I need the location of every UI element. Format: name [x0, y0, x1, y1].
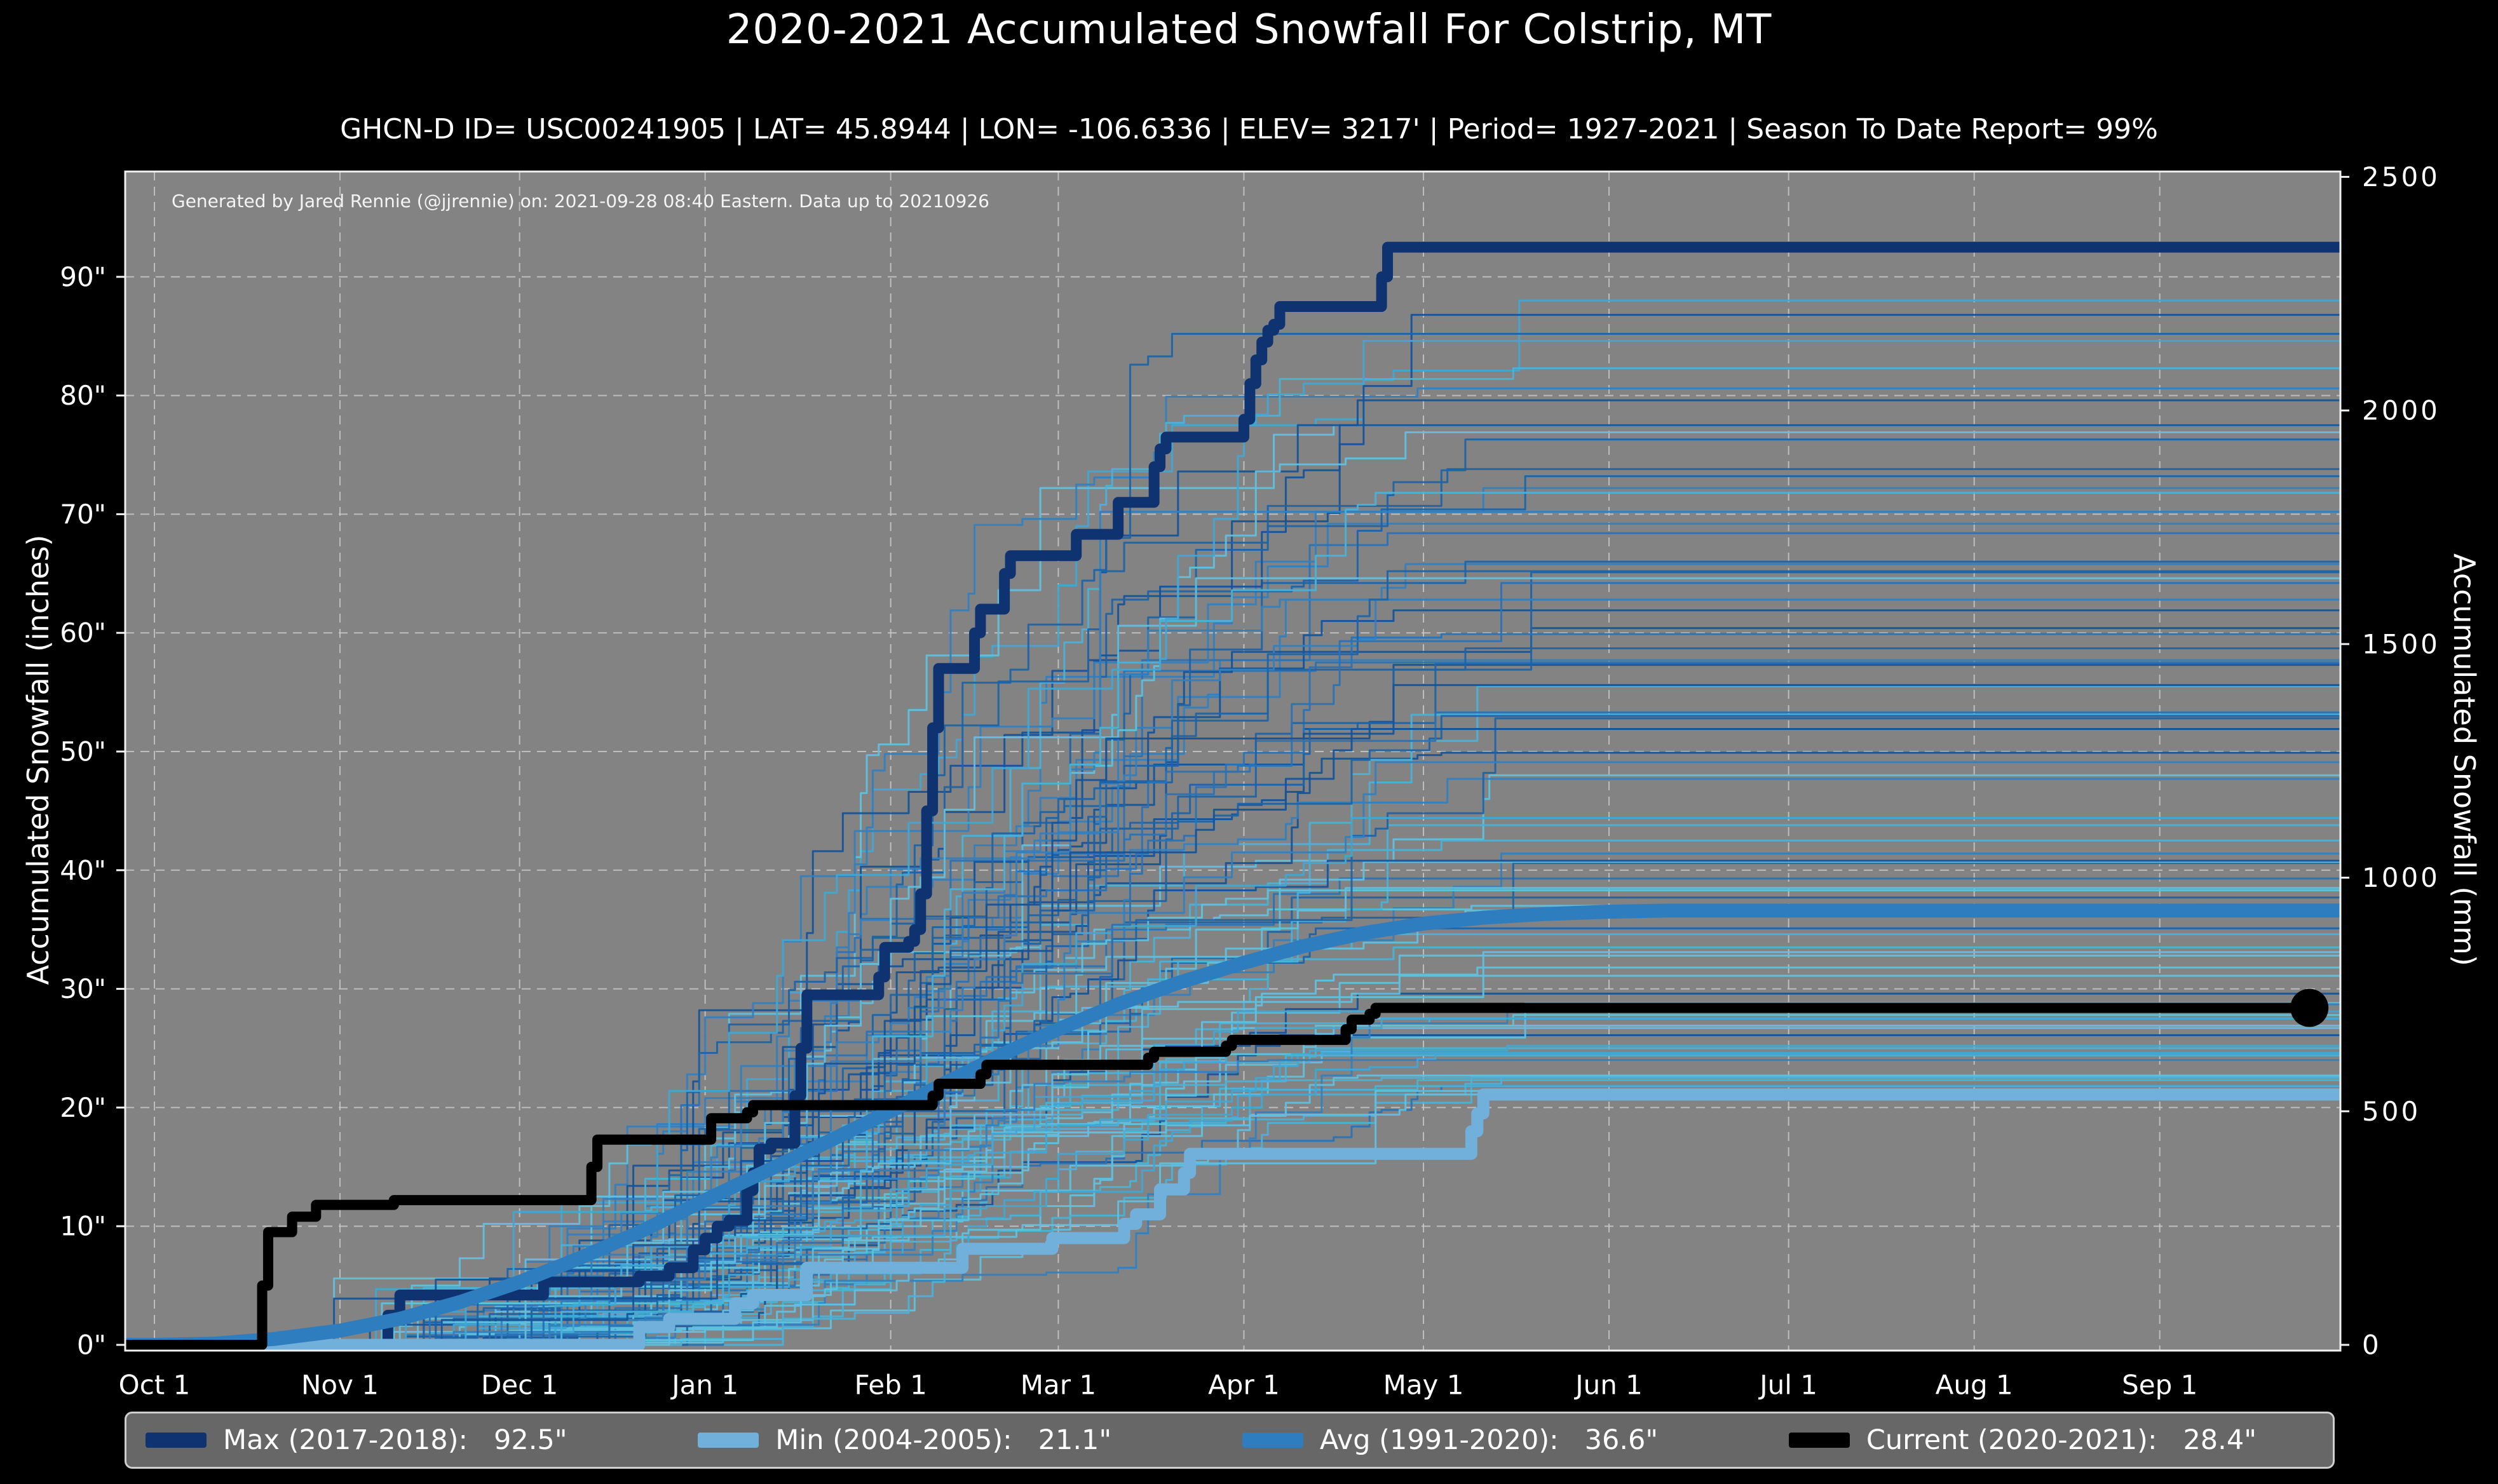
x-tick-label: Jul 1 — [1758, 1370, 1817, 1401]
left-tick-label: 30" — [60, 973, 106, 1004]
historical-season-line — [125, 909, 2340, 1346]
left-tick-label: 90" — [60, 261, 106, 292]
left-tick-label: 40" — [60, 854, 106, 886]
series-min-line — [125, 1088, 2340, 1351]
legend-swatch-max — [146, 1433, 207, 1448]
legend-label-max: Max (2017-2018): 92.5" — [223, 1424, 567, 1456]
right-tick-label: 0 — [2362, 1330, 2382, 1361]
legend-swatch-avg — [1242, 1433, 1303, 1448]
left-tick-label: 80" — [60, 380, 106, 411]
right-tick-label: 2000 — [2362, 395, 2440, 426]
left-tick-label: 60" — [60, 617, 106, 649]
legend-swatch-current — [1788, 1433, 1850, 1448]
legend-item-current: Current (2020-2021): 28.4" — [1788, 1424, 2257, 1456]
right-axis-label: Accumulated Snowfall (mm) — [2447, 553, 2481, 966]
x-tick-label: Aug 1 — [1936, 1370, 2013, 1401]
left-tick-label: 10" — [60, 1211, 106, 1242]
x-tick-label: Nov 1 — [301, 1370, 379, 1401]
historical-season-line — [125, 609, 2340, 1346]
left-tick-label: 70" — [60, 499, 106, 530]
page-title: 2020-2021 Accumulated Snowfall For Colst… — [726, 6, 1772, 53]
station-subtitle: GHCN-D ID= USC00241905 | LAT= 45.8944 | … — [340, 113, 2158, 145]
legend-label-min: Min (2004-2005): 21.1" — [775, 1424, 1112, 1456]
x-tick-label: Dec 1 — [481, 1370, 558, 1401]
x-tick-label: Oct 1 — [119, 1370, 191, 1401]
x-tick-label: Jan 1 — [670, 1370, 738, 1401]
historical-season-line — [125, 314, 2340, 1346]
historical-season-line — [125, 563, 2340, 1346]
legend-item-avg: Avg (1991-2020): 36.6" — [1242, 1424, 1658, 1456]
x-tick-label: Apr 1 — [1208, 1370, 1280, 1401]
series-layer — [125, 241, 2340, 1351]
series-max-line — [125, 241, 2340, 1351]
legend-item-max: Max (2017-2018): 92.5" — [146, 1424, 567, 1456]
historical-season-line — [125, 475, 2340, 1346]
x-tick-label: Jun 1 — [1573, 1370, 1643, 1401]
right-tick-label: 2500 — [2362, 161, 2440, 192]
x-tick-label: May 1 — [1383, 1370, 1464, 1401]
historical-season-line — [125, 1051, 2340, 1346]
historical-season-line — [125, 951, 2340, 1346]
legend-swatch-min — [698, 1433, 759, 1448]
legend-label-current: Current (2020-2021): 28.4" — [1866, 1424, 2257, 1456]
historical-season-line — [125, 438, 2340, 1346]
left-tick-label: 0" — [77, 1330, 106, 1361]
historical-season-line — [125, 889, 2340, 1346]
x-tick-label: Sep 1 — [2122, 1370, 2197, 1401]
historical-season-line — [125, 684, 2340, 1346]
series-current-end-dot — [2290, 988, 2329, 1027]
legend: Max (2017-2018): 92.5" Min (2004-2005): 2… — [125, 1412, 2335, 1469]
historical-season-line — [125, 728, 2340, 1346]
left-tick-label: 50" — [60, 736, 106, 767]
right-tick-label: 1000 — [2362, 862, 2440, 893]
legend-item-min: Min (2004-2005): 21.1" — [698, 1424, 1111, 1456]
legend-label-avg: Avg (1991-2020): 36.6" — [1319, 1424, 1659, 1456]
historical-season-line — [125, 1003, 2340, 1346]
historical-season-line — [125, 492, 2340, 1346]
x-tick-label: Mar 1 — [1021, 1370, 1096, 1401]
right-tick-label: 500 — [2362, 1096, 2420, 1127]
plot-area — [125, 172, 2340, 1351]
left-axis-label: Accumulated Snowfall (inches) — [21, 534, 55, 985]
historical-season-line — [125, 954, 2340, 1346]
plot-border — [124, 170, 2342, 1352]
historical-season-line — [125, 598, 2340, 1346]
x-tick-label: Feb 1 — [854, 1370, 927, 1401]
axis-ticks: 0" 10" 20" 30" 40" 50" 60" 70" 80" 90" 0 500 1000 150… — [60, 161, 2440, 1401]
generated-by-annotation: Generated by Jared Rennie (@jjrennie) on… — [172, 191, 989, 212]
historical-season-line — [125, 560, 2340, 1346]
right-tick-label: 1500 — [2362, 628, 2440, 659]
historical-season-line — [125, 1054, 2340, 1346]
historical-season-line — [125, 711, 2340, 1346]
series-current-line — [125, 1002, 2321, 1350]
left-tick-label: 20" — [60, 1092, 106, 1123]
